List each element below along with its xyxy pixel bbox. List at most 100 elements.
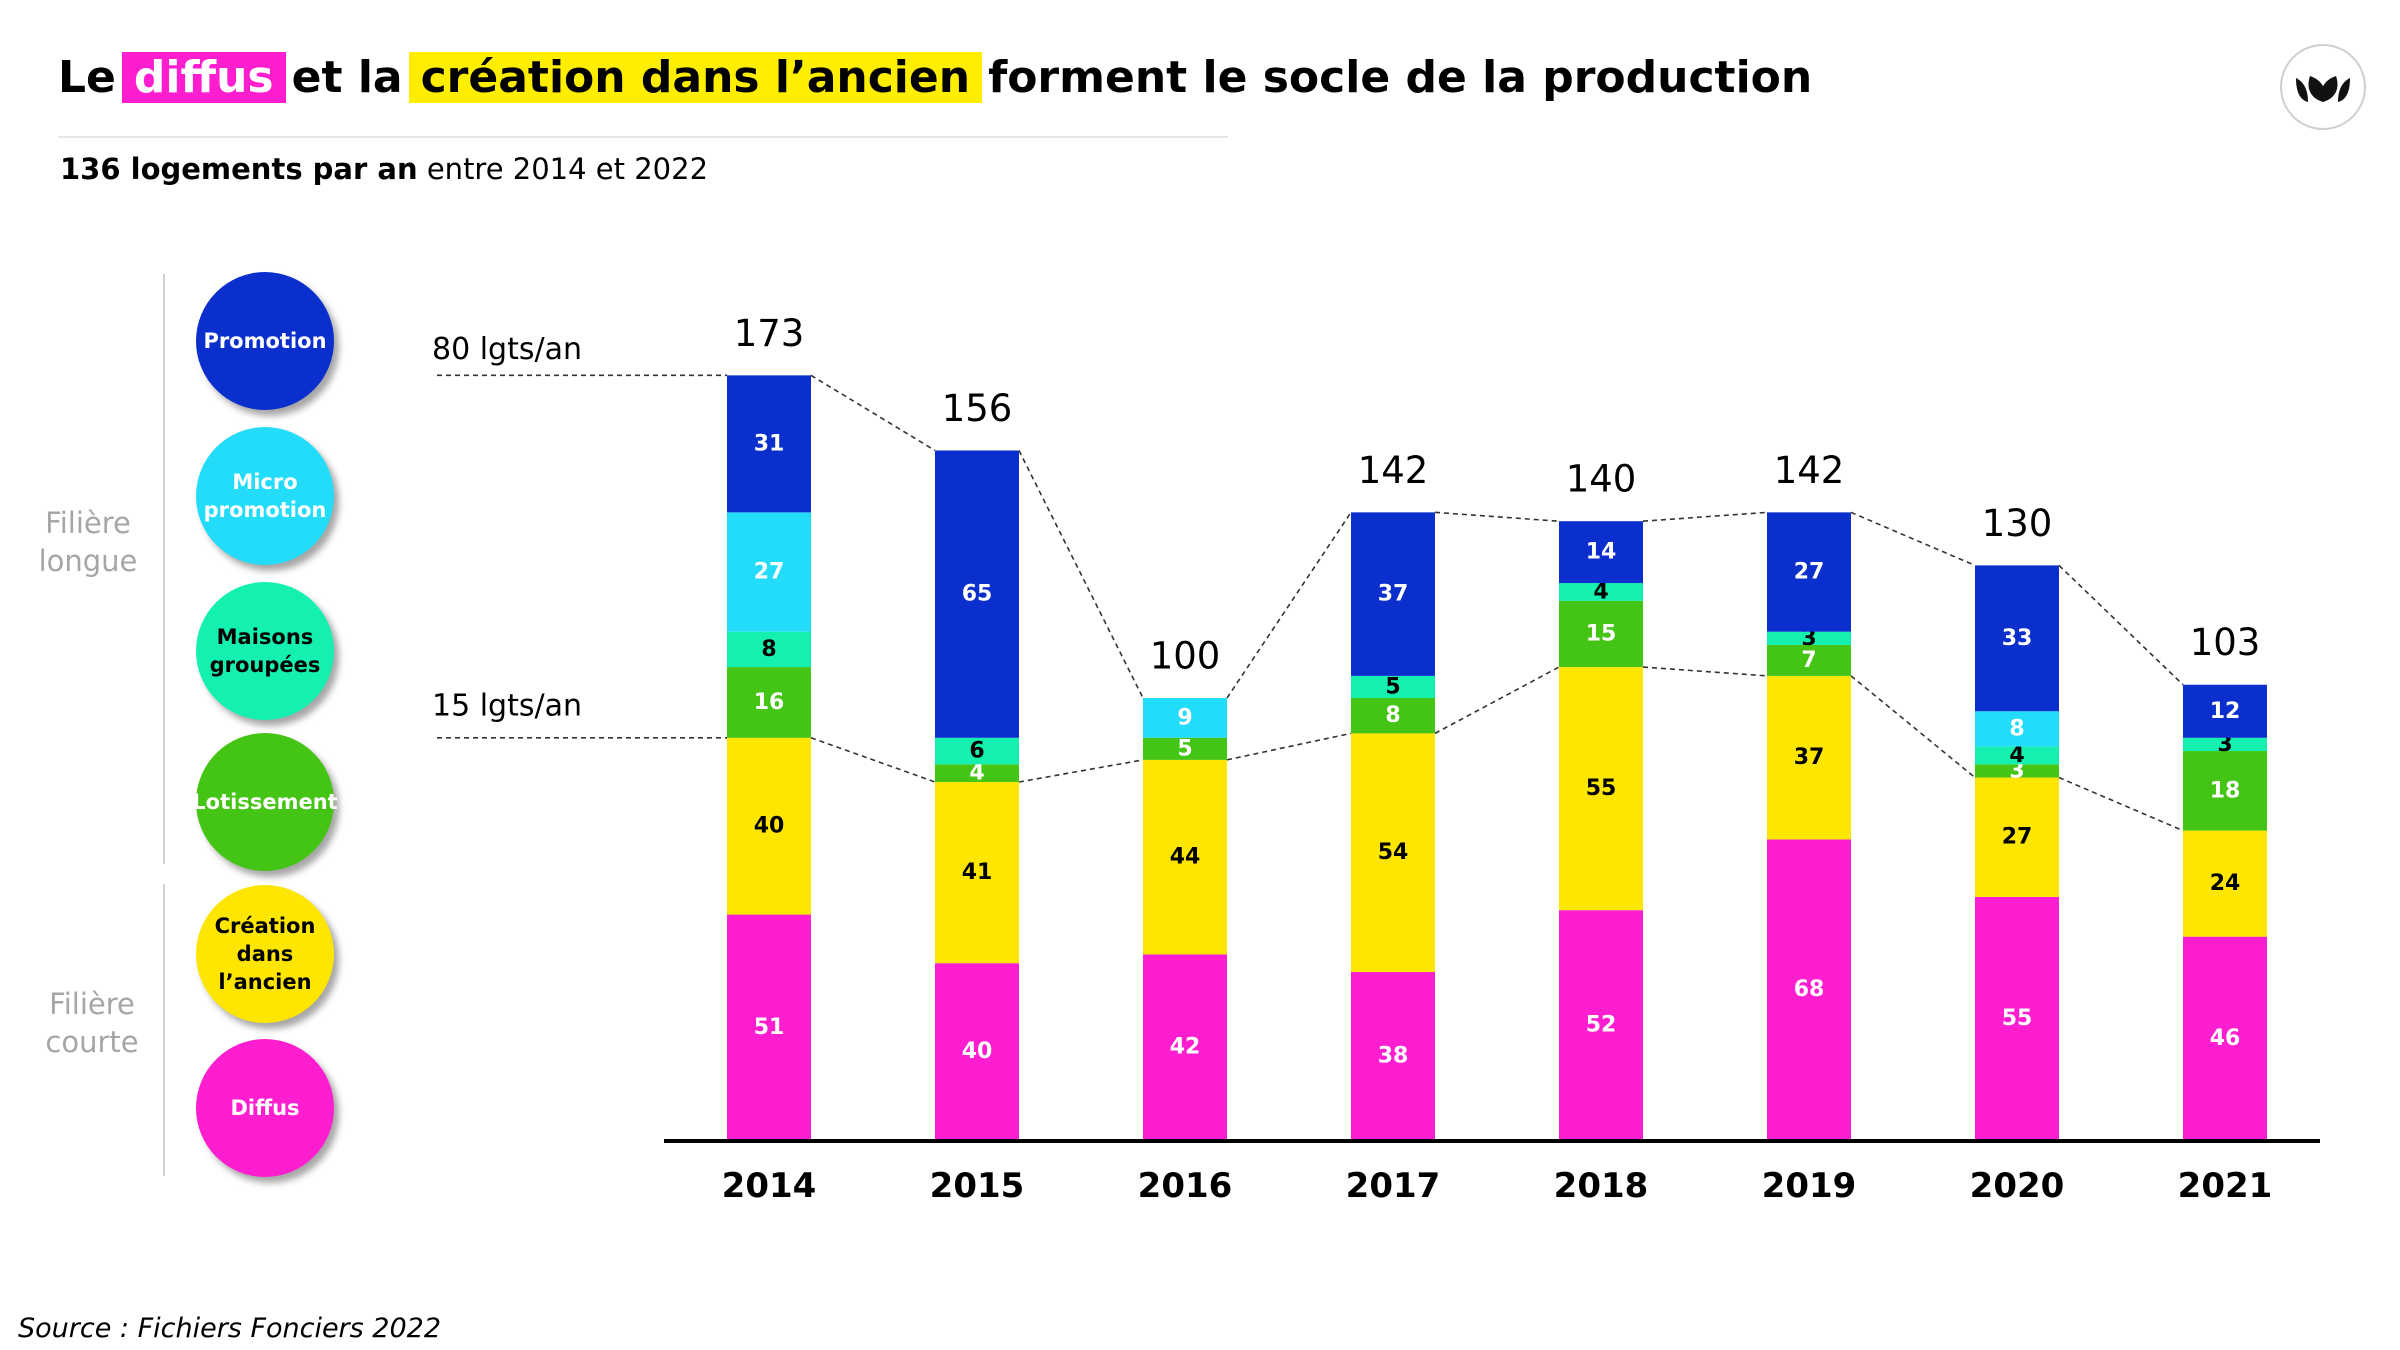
bar-segment-label: 68 [1794, 977, 1825, 1002]
bar-segment-label: 55 [1586, 776, 1617, 801]
bar-segment-label: 14 [1586, 540, 1617, 565]
short-chain-connector-line [810, 737, 936, 783]
bar-segment [727, 631, 811, 668]
filiere-courte-line-1: Filière [49, 987, 135, 1021]
bar-segment [727, 667, 811, 738]
bar-segment [935, 737, 1019, 765]
bar-segment-label: 6 [969, 739, 984, 764]
legend-bubble-line: Promotion [203, 329, 327, 353]
bar-segment-label: 46 [2210, 1026, 2241, 1051]
bar-segment-label: 42 [1170, 1035, 1201, 1060]
title-part-3: forment le socle de la production [988, 52, 1813, 103]
legend-bubble-line: Diffus [230, 1096, 300, 1120]
bar-segment-label: 18 [2210, 778, 2241, 803]
bar-segment-label: 27 [1794, 560, 1825, 585]
bar-segment-label: 3 [2009, 758, 2024, 783]
bar-segment-label: 31 [754, 431, 785, 456]
total-connector-line [1434, 511, 1560, 522]
bar-segment [2183, 684, 2267, 738]
bar-segment [1559, 910, 1643, 1140]
title-part-1: Le [58, 52, 116, 103]
legend-bubble-5: Création dans l’ancien [196, 885, 334, 1023]
annotation-label: 15 lgts/an [432, 688, 582, 723]
bar-segment-label: 4 [2009, 743, 2024, 768]
bar-segment [1351, 675, 1435, 698]
short-chain-connector-line [1642, 666, 1768, 677]
bar-segment [1351, 972, 1435, 1140]
bar-segment [935, 781, 1019, 964]
short-chain-connector-line [1226, 732, 1352, 761]
x-tick-label: 2014 [722, 1166, 817, 1206]
bar-total-label: 142 [1358, 449, 1429, 492]
bar-segment-label: 37 [1378, 582, 1409, 607]
bar-total-label: 140 [1566, 458, 1637, 501]
bar-segment-label: 41 [962, 860, 993, 885]
bar-segment-label: 12 [2210, 699, 2241, 724]
total-connector-line [1226, 511, 1352, 699]
bar-segment [1143, 954, 1227, 1140]
bar-total-label: 173 [734, 312, 805, 355]
bar-segment-label: 55 [2002, 1006, 2033, 1031]
filiere-longue-divider [163, 274, 165, 864]
x-tick-label: 2018 [1554, 1166, 1649, 1206]
bar-segment-label: 40 [962, 1039, 993, 1064]
bar-segment [2183, 751, 2267, 831]
bar-segment [935, 963, 1019, 1140]
legend-bubble-line: Micro [232, 470, 298, 494]
bar-segment [1143, 759, 1227, 955]
leaf-logo-icon [2296, 76, 2350, 102]
bar-segment [1143, 698, 1227, 738]
title-highlight-diffus: diffus [121, 52, 286, 103]
title-divider [58, 136, 1228, 138]
bar-segment-label: 8 [2009, 716, 2024, 741]
bar-segment [1975, 746, 2059, 765]
subtitle-rest: entre 2014 et 2022 [426, 152, 709, 186]
bar-segment-label: 3 [1801, 626, 1816, 651]
short-chain-connector-line [1434, 666, 1560, 735]
bar-segment [1351, 733, 1435, 973]
bar-segment-label: 5 [1177, 736, 1192, 761]
stacked-bar-chart: 5140168273117320144041466515620154244591… [432, 312, 2320, 1206]
bar-segment-label: 3 [2217, 732, 2232, 757]
title-part-2: et la [291, 52, 403, 103]
filiere-courte-divider [163, 884, 165, 1176]
bar-segment [1559, 521, 1643, 584]
x-tick-label: 2017 [1346, 1166, 1441, 1206]
bar-segment [1351, 698, 1435, 734]
bar-segment [1975, 777, 2059, 897]
x-tick-label: 2020 [1970, 1166, 2065, 1206]
filiere-courte-line-2: courte [45, 1025, 139, 1059]
bar-segment [1143, 737, 1227, 760]
bar-segment [935, 764, 1019, 782]
x-tick-label: 2021 [2178, 1166, 2273, 1206]
bar-segment-label: 52 [1586, 1013, 1617, 1038]
bar-segment-label: 4 [1593, 579, 1608, 604]
filiere-longue-line-2: longue [38, 544, 138, 578]
bar-segment-label: 27 [754, 560, 785, 585]
bar-segment [1767, 644, 1851, 676]
bar-segment-label: 16 [754, 690, 785, 715]
bar-segment-label: 51 [754, 1015, 785, 1040]
bar-segment-label: 15 [1586, 621, 1617, 646]
short-chain-connector-line [2058, 776, 2184, 832]
x-tick-label: 2015 [930, 1166, 1025, 1206]
bar-segment-label: 38 [1378, 1044, 1409, 1069]
annotation-label: 80 lgts/an [432, 332, 582, 367]
bar-segment [2183, 936, 2267, 1140]
total-connector-line [1018, 450, 1144, 699]
bar-segment [1975, 764, 2059, 778]
bar-segment [2183, 737, 2267, 752]
short-chain-connector-line [1018, 759, 1144, 783]
bar-segment-label: 27 [2002, 825, 2033, 850]
bar-segment-label: 8 [1385, 703, 1400, 728]
bar-segment [1559, 667, 1643, 911]
legend-bubble-3: Maisons groupées [196, 582, 334, 720]
legend-bubble-4: Lotissement [192, 733, 338, 871]
bar-total-label: 130 [1982, 502, 2053, 545]
filiere-courte-label: Filière courte [22, 985, 162, 1061]
bar-segment [1767, 512, 1851, 632]
bar-segment [1975, 711, 2059, 747]
page-subtitle: 136 logements par an entre 2014 et 2022 [60, 152, 708, 186]
bar-segment [1975, 896, 2059, 1140]
total-connector-line [1642, 511, 1768, 522]
